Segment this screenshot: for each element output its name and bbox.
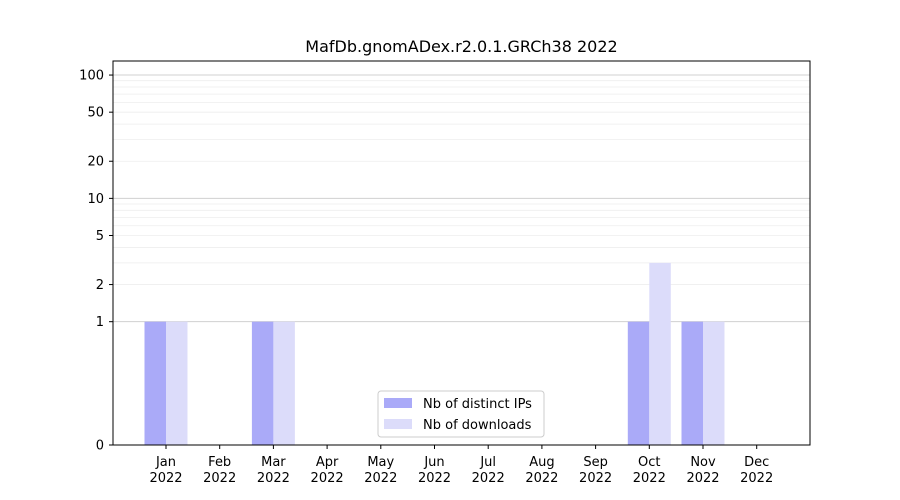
x-tick-label: Mar [261, 455, 286, 470]
x-tick-year: 2022 [418, 471, 451, 486]
bar-downloads-oct [649, 262, 671, 445]
x-tick-label: Jun [423, 455, 444, 470]
bar-distinct-ips-nov [681, 321, 703, 445]
chart-title: MafDb.gnomADex.r2.0.1.GRCh38 2022 [305, 37, 617, 56]
y-tick-label: 1 [96, 315, 104, 330]
gridlines [113, 74, 810, 323]
bar-distinct-ips-jan [144, 321, 166, 445]
legend-label: Nb of downloads [423, 418, 532, 433]
x-tick-label: Jan [155, 455, 176, 470]
bar-downloads-nov [703, 321, 725, 445]
y-tick-label: 10 [87, 192, 104, 207]
legend: Nb of distinct IPs Nb of downloads [377, 390, 545, 438]
bar-downloads-jan [166, 321, 188, 445]
x-tick-year: 2022 [740, 471, 773, 486]
x-tick-year: 2022 [203, 471, 236, 486]
y-tick-label: 2 [96, 278, 104, 293]
legend-box [377, 390, 545, 438]
x-tick-year: 2022 [257, 471, 290, 486]
x-tick-label: Sep [583, 455, 608, 470]
x-tick-year: 2022 [149, 471, 182, 486]
bar-downloads-mar [273, 321, 295, 445]
x-tick-label: May [367, 455, 394, 470]
y-tick-label: 0 [96, 439, 104, 454]
x-tick-year: 2022 [311, 471, 344, 486]
y-tick-label: 5 [96, 229, 104, 244]
x-tick-year: 2022 [633, 471, 666, 486]
y-tick-label: 20 [87, 155, 104, 170]
x-tick-label: Jul [479, 455, 496, 470]
bar-distinct-ips-mar [251, 321, 274, 445]
x-tick-label: Feb [208, 455, 231, 470]
y-axis: 0 1 2 5 10 20 50 100 [79, 69, 113, 454]
legend-swatch [384, 419, 412, 429]
bar-distinct-ips-oct [627, 321, 650, 445]
x-tick-year: 2022 [686, 471, 719, 486]
y-tick-label: 50 [87, 106, 104, 121]
x-tick-year: 2022 [364, 471, 397, 486]
x-tick-label: Dec [744, 455, 769, 470]
x-axis: Jan2022Feb2022Mar2022Apr2022May2022Jun20… [149, 445, 773, 486]
x-tick-year: 2022 [525, 471, 558, 486]
plot-frame [112, 60, 811, 446]
x-tick-label: Aug [529, 455, 554, 470]
x-tick-label: Apr [316, 455, 339, 470]
x-tick-year: 2022 [579, 471, 612, 486]
legend-label: Nb of distinct IPs [423, 397, 532, 412]
legend-swatch [384, 398, 412, 408]
x-tick-label: Nov [690, 455, 716, 470]
y-tick-label: 100 [79, 69, 104, 84]
x-tick-label: Oct [638, 455, 660, 470]
bars [144, 262, 725, 445]
x-tick-year: 2022 [472, 471, 505, 486]
